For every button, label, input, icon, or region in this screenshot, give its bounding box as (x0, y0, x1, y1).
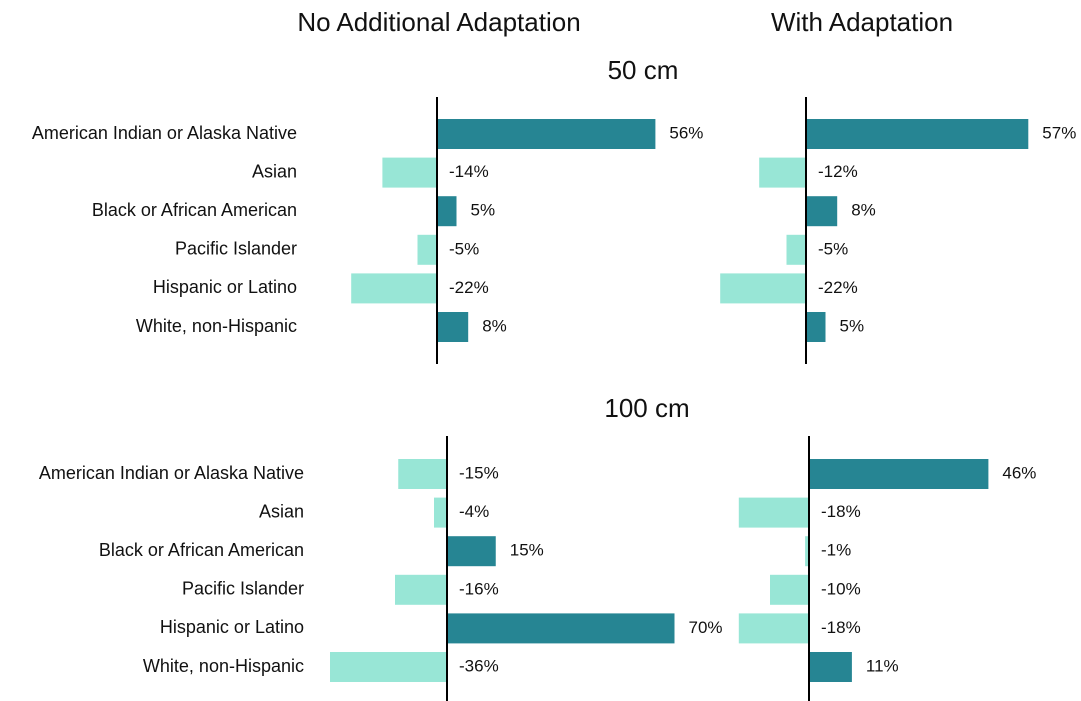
bar (351, 273, 437, 304)
value-label: 5% (840, 316, 865, 335)
bar (437, 119, 656, 149)
bar (330, 652, 447, 682)
category-label: Hispanic or Latino (153, 277, 297, 297)
bar (770, 574, 809, 605)
bar (806, 312, 826, 342)
value-label: -5% (818, 239, 848, 258)
bar (805, 536, 809, 567)
category-label: American Indian or Alaska Native (32, 123, 297, 143)
value-label: 70% (689, 618, 723, 637)
bar (447, 613, 675, 644)
bar (437, 312, 469, 342)
category-label: Pacific Islander (175, 239, 297, 259)
bar (806, 196, 838, 227)
category-label: Hispanic or Latino (160, 617, 304, 637)
value-label: 8% (482, 316, 507, 335)
category-label: Asian (259, 501, 304, 521)
bar (809, 459, 989, 489)
value-label: 5% (471, 201, 496, 220)
bar (759, 157, 806, 188)
value-label: 56% (669, 123, 703, 142)
value-label: -14% (449, 162, 489, 181)
value-label: 8% (851, 201, 876, 220)
bar (437, 196, 457, 227)
row-title: 50 cm (608, 55, 679, 85)
category-label: Black or African American (99, 540, 304, 560)
value-label: -16% (459, 579, 499, 598)
value-label: 57% (1042, 123, 1076, 142)
value-label: 11% (866, 656, 899, 675)
bar (417, 234, 437, 265)
value-label: 46% (1002, 463, 1036, 482)
value-label: -1% (821, 541, 851, 560)
bar (434, 497, 447, 528)
bar (447, 536, 496, 567)
bar (398, 459, 447, 489)
category-label: White, non-Hispanic (136, 316, 297, 336)
value-label: -4% (459, 502, 489, 521)
row-title: 100 cm (604, 393, 689, 423)
value-label: -22% (818, 278, 858, 297)
bar (738, 613, 809, 644)
value-label: 15% (510, 541, 544, 560)
column-title: With Adaptation (771, 7, 953, 37)
value-label: -10% (821, 579, 861, 598)
bar (720, 273, 806, 304)
value-label: -15% (459, 463, 499, 482)
bar (395, 574, 447, 605)
bar (382, 157, 437, 188)
value-label: -18% (821, 618, 861, 637)
column-title: No Additional Adaptation (297, 7, 580, 37)
bar (809, 652, 852, 682)
bar (786, 234, 806, 265)
value-label: -36% (459, 656, 499, 675)
category-label: White, non-Hispanic (143, 656, 304, 676)
category-label: Pacific Islander (182, 579, 304, 599)
category-label: American Indian or Alaska Native (39, 463, 304, 483)
value-label: -18% (821, 502, 861, 521)
value-label: -5% (449, 239, 479, 258)
category-label: Black or African American (92, 200, 297, 220)
category-label: Asian (252, 161, 297, 181)
bar (806, 119, 1029, 149)
bar (738, 497, 809, 528)
value-label: -12% (818, 162, 858, 181)
value-label: -22% (449, 278, 489, 297)
